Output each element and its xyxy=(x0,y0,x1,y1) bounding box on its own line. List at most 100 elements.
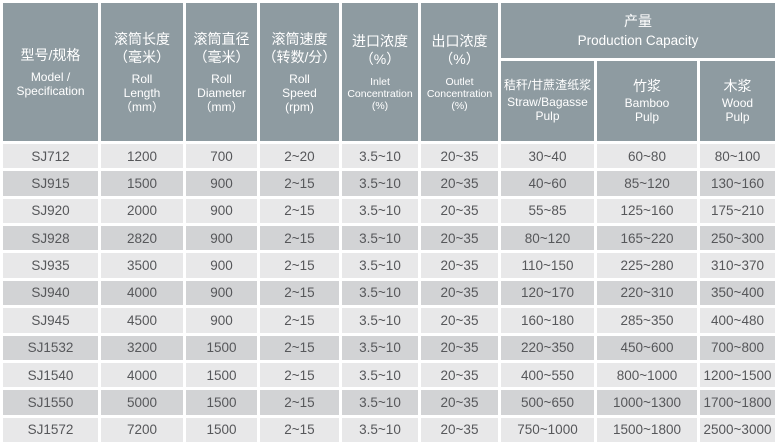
cell-outlet-concentration: 20~35 xyxy=(421,362,498,388)
cell-inlet-concentration: 3.5~10 xyxy=(342,308,418,333)
cell-roll-speed: 2~15 xyxy=(260,226,339,251)
col-header-outlet-concentration: 出口浓度 （%） Outlet Concentration (%) xyxy=(421,3,498,141)
col-header-inlet-zh: 进口浓度 （%） xyxy=(352,33,408,68)
cell-bamboo-pulp: 800~1000 xyxy=(597,362,697,388)
cell-inlet-concentration: 3.5~10 xyxy=(342,144,418,169)
cell-roll-diameter: 900 xyxy=(186,226,257,251)
cell-roll-diameter: 700 xyxy=(186,144,257,169)
cell-inlet-concentration: 3.5~10 xyxy=(342,171,418,196)
cell-wood-pulp: 80~100 xyxy=(700,144,775,169)
capacity-group-en: Production Capacity xyxy=(577,33,699,49)
cell-straw-bagasse-pulp: 400~550 xyxy=(501,362,594,388)
cell-wood-pulp: 1200~1500 xyxy=(700,362,775,388)
cell-roll-speed: 2~15 xyxy=(260,198,339,224)
bamboo-pulp-zh: 竹浆 xyxy=(633,78,661,95)
cell-model: SJ915 xyxy=(3,171,98,196)
cell-bamboo-pulp: 285~350 xyxy=(597,308,697,333)
cell-bamboo-pulp: 220~310 xyxy=(597,280,697,306)
cell-bamboo-pulp: 85~120 xyxy=(597,171,697,196)
cell-bamboo-pulp: 1500~1800 xyxy=(597,417,697,442)
col-header-roll-speed-zh: 滚筒速度 （转数/分） xyxy=(262,30,337,65)
col-header-model-en: Model / Specification xyxy=(16,69,85,98)
cell-outlet-concentration: 20~35 xyxy=(421,390,498,415)
cell-wood-pulp: 2500~3000 xyxy=(700,417,775,442)
col-header-straw-bagasse-pulp: 秸秆/甘蔗渣纸浆 Straw/Bagasse Pulp xyxy=(501,61,594,141)
table-row: SJ915 1500 900 2~15 3.5~10 20~35 40~60 8… xyxy=(3,171,775,196)
cell-roll-diameter: 1500 xyxy=(186,335,257,360)
col-header-outlet-zh: 出口浓度 （%） xyxy=(431,33,488,68)
cell-inlet-concentration: 3.5~10 xyxy=(342,280,418,306)
cell-roll-length: 3200 xyxy=(101,335,183,360)
col-header-outlet-en: Outlet Concentration (%) xyxy=(426,75,493,112)
cell-inlet-concentration: 3.5~10 xyxy=(342,198,418,224)
cell-straw-bagasse-pulp: 160~180 xyxy=(501,308,594,333)
cell-outlet-concentration: 20~35 xyxy=(421,144,498,169)
col-header-inlet-en: Inlet Concentration (%) xyxy=(347,75,413,112)
col-header-production-capacity-group: 产量 Production Capacity xyxy=(501,3,775,58)
cell-straw-bagasse-pulp: 55~85 xyxy=(501,198,594,224)
cell-wood-pulp: 400~480 xyxy=(700,308,775,333)
table-row: SJ928 2820 900 2~15 3.5~10 20~35 80~120 … xyxy=(3,226,775,251)
col-header-roll-diameter: 滚筒直径 （毫米） Roll Diameter （mm） xyxy=(186,3,257,141)
table-header: 型号/规格 Model / Specification 滚筒长度 （毫米） Ro… xyxy=(3,3,775,141)
cell-roll-length: 7200 xyxy=(101,417,183,442)
col-header-bamboo-pulp: 竹浆 Bamboo Pulp xyxy=(597,61,697,141)
cell-roll-length: 2820 xyxy=(101,226,183,251)
cell-inlet-concentration: 3.5~10 xyxy=(342,362,418,388)
cell-wood-pulp: 350~400 xyxy=(700,280,775,306)
table-row: SJ920 2000 900 2~15 3.5~10 20~35 55~85 1… xyxy=(3,198,775,224)
cell-roll-diameter: 900 xyxy=(186,308,257,333)
cell-outlet-concentration: 20~35 xyxy=(421,198,498,224)
cell-bamboo-pulp: 1000~1300 xyxy=(597,390,697,415)
cell-roll-length: 1200 xyxy=(101,144,183,169)
cell-wood-pulp: 175~210 xyxy=(700,198,775,224)
table-row: SJ1540 4000 1500 2~15 3.5~10 20~35 400~5… xyxy=(3,362,775,388)
table-body: SJ712 1200 700 2~20 3.5~10 20~35 30~40 6… xyxy=(3,144,775,442)
cell-roll-diameter: 1500 xyxy=(186,417,257,442)
cell-roll-speed: 2~15 xyxy=(260,280,339,306)
cell-roll-length: 5000 xyxy=(101,390,183,415)
cell-bamboo-pulp: 165~220 xyxy=(597,226,697,251)
cell-roll-diameter: 1500 xyxy=(186,390,257,415)
cell-wood-pulp: 250~300 xyxy=(700,226,775,251)
cell-wood-pulp: 700~800 xyxy=(700,335,775,360)
cell-roll-speed: 2~15 xyxy=(260,335,339,360)
cell-roll-diameter: 900 xyxy=(186,280,257,306)
cell-roll-speed: 2~20 xyxy=(260,144,339,169)
cell-inlet-concentration: 3.5~10 xyxy=(342,253,418,278)
cell-roll-speed: 2~15 xyxy=(260,417,339,442)
bamboo-pulp-en: Bamboo Pulp xyxy=(624,96,670,125)
col-header-wood-pulp: 木浆 Wood Pulp xyxy=(700,61,775,141)
capacity-group-zh: 产量 xyxy=(624,13,652,30)
cell-straw-bagasse-pulp: 750~1000 xyxy=(501,417,594,442)
cell-roll-length: 4000 xyxy=(101,280,183,306)
cell-wood-pulp: 1700~1800 xyxy=(700,390,775,415)
cell-roll-speed: 2~15 xyxy=(260,362,339,388)
cell-straw-bagasse-pulp: 220~350 xyxy=(501,335,594,360)
straw-pulp-zh: 秸秆/甘蔗渣纸浆 xyxy=(503,78,592,93)
cell-inlet-concentration: 3.5~10 xyxy=(342,226,418,251)
cell-bamboo-pulp: 225~280 xyxy=(597,253,697,278)
cell-roll-diameter: 1500 xyxy=(186,362,257,388)
cell-roll-speed: 2~15 xyxy=(260,171,339,196)
cell-roll-length: 1500 xyxy=(101,171,183,196)
cell-outlet-concentration: 20~35 xyxy=(421,280,498,306)
cell-straw-bagasse-pulp: 40~60 xyxy=(501,171,594,196)
cell-straw-bagasse-pulp: 80~120 xyxy=(501,226,594,251)
table-row: SJ945 4500 900 2~15 3.5~10 20~35 160~180… xyxy=(3,308,775,333)
cell-roll-speed: 2~15 xyxy=(260,390,339,415)
col-header-inlet-concentration: 进口浓度 （%） Inlet Concentration (%) xyxy=(342,3,418,141)
cell-inlet-concentration: 3.5~10 xyxy=(342,390,418,415)
cell-outlet-concentration: 20~35 xyxy=(421,335,498,360)
cell-inlet-concentration: 3.5~10 xyxy=(342,335,418,360)
table-row: SJ935 3500 900 2~15 3.5~10 20~35 110~150… xyxy=(3,253,775,278)
col-header-roll-diameter-zh: 滚筒直径 （毫米） xyxy=(193,30,250,65)
cell-roll-speed: 2~15 xyxy=(260,308,339,333)
col-header-roll-length-zh: 滚筒长度 （毫米） xyxy=(114,30,170,65)
cell-model: SJ945 xyxy=(3,308,98,333)
cell-outlet-concentration: 20~35 xyxy=(421,417,498,442)
table-row: SJ1550 5000 1500 2~15 3.5~10 20~35 500~6… xyxy=(3,390,775,415)
cell-outlet-concentration: 20~35 xyxy=(421,226,498,251)
cell-model: SJ935 xyxy=(3,253,98,278)
